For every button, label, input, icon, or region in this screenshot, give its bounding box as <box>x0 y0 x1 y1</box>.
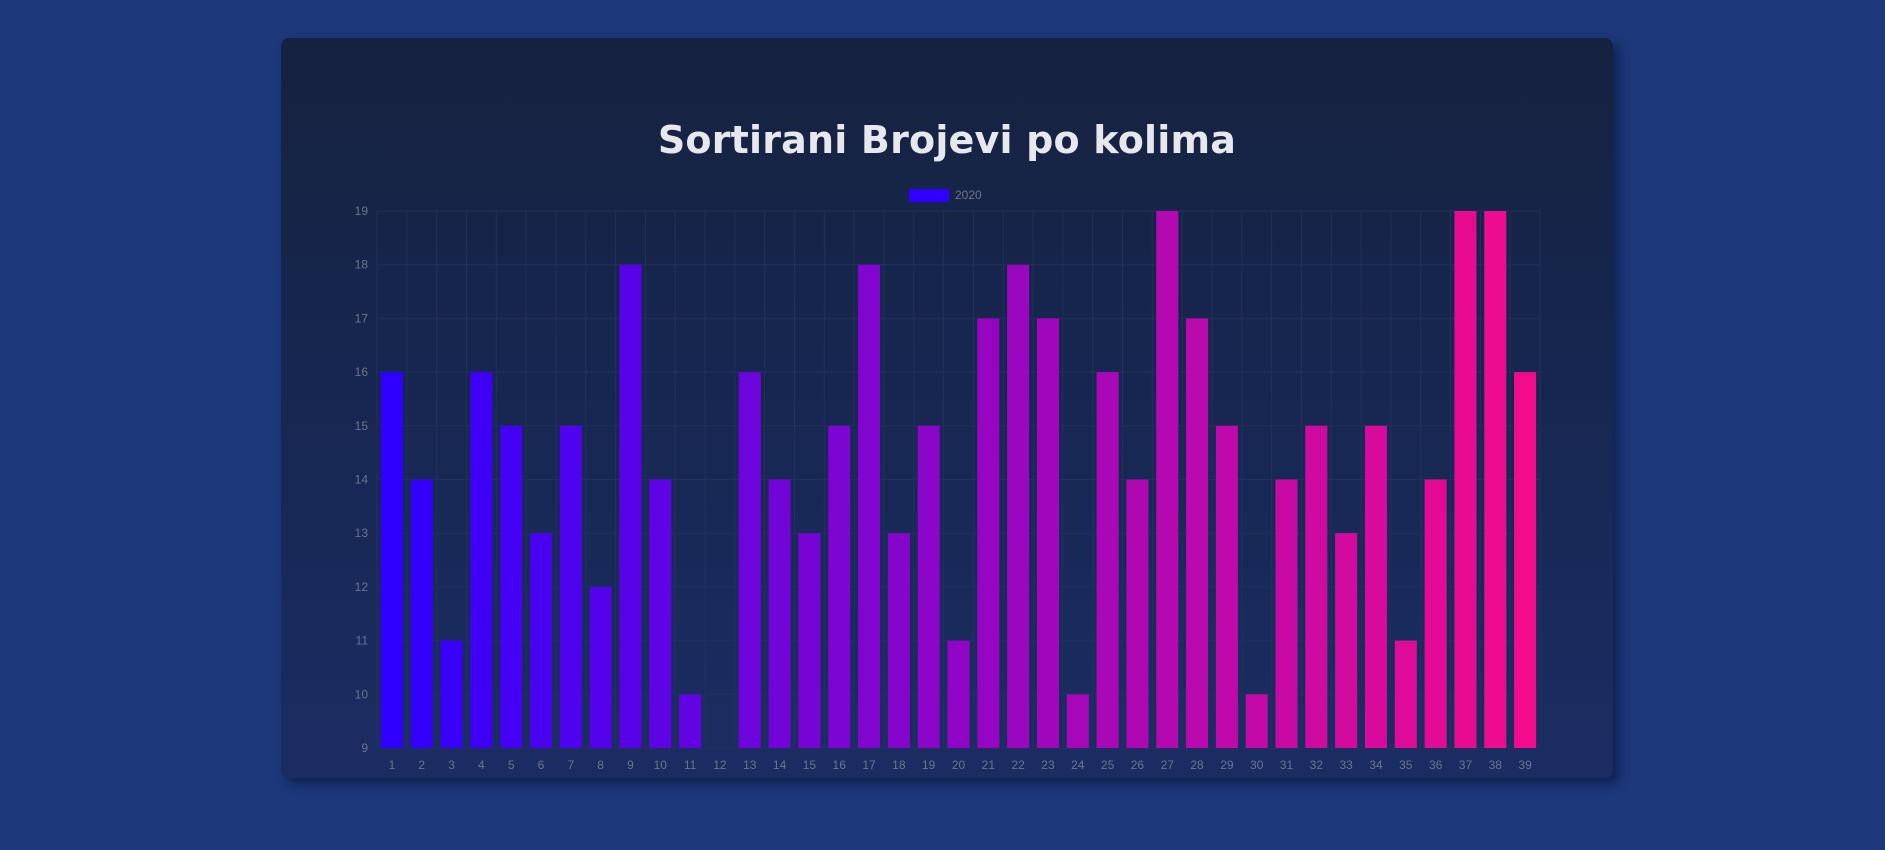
y-tick-label: 18 <box>355 258 369 272</box>
bar-35[interactable] <box>1394 640 1417 748</box>
x-tick-label: 15 <box>803 758 817 772</box>
x-tick-label: 12 <box>713 758 727 772</box>
y-tick-label: 9 <box>361 741 368 755</box>
bar-30[interactable] <box>1245 694 1268 748</box>
y-axis-tick-labels: 9 10 11 12 13 14 15 16 17 18 19 <box>355 204 369 755</box>
bar-25[interactable] <box>1096 372 1119 748</box>
bar-8[interactable] <box>589 586 612 748</box>
bar-10[interactable] <box>649 479 672 749</box>
x-tick-label: 13 <box>743 758 757 772</box>
x-tick-label: 38 <box>1489 758 1503 772</box>
x-tick-label: 36 <box>1429 758 1443 772</box>
x-tick-label: 28 <box>1190 758 1204 772</box>
bars <box>380 211 1537 749</box>
legend-label[interactable]: 2020 <box>955 188 982 202</box>
bar-7[interactable] <box>559 425 582 748</box>
bar-32[interactable] <box>1305 425 1328 748</box>
x-tick-label: 31 <box>1280 758 1294 772</box>
x-tick-label: 1 <box>389 758 396 772</box>
x-axis-tick-labels: 1 2 3 4 5 6 7 8 9 10 11 12 13 14 15 16 17 18 19 20 21 22 23 24 2… <box>389 758 1533 772</box>
bar-19[interactable] <box>917 425 940 748</box>
bar-38[interactable] <box>1484 211 1507 748</box>
x-tick-label: 39 <box>1518 758 1532 772</box>
x-tick-label: 35 <box>1399 758 1413 772</box>
x-tick-label: 17 <box>862 758 876 772</box>
y-tick-label: 13 <box>355 526 369 540</box>
x-tick-label: 27 <box>1161 758 1175 772</box>
x-tick-label: 10 <box>654 758 668 772</box>
bar-21[interactable] <box>977 318 1000 748</box>
x-tick-label: 23 <box>1041 758 1055 772</box>
bar-29[interactable] <box>1215 425 1238 748</box>
x-tick-label: 11 <box>684 758 697 772</box>
x-tick-label: 30 <box>1250 758 1264 772</box>
bar-17[interactable] <box>858 264 881 748</box>
bar-26[interactable] <box>1126 479 1149 749</box>
bar-9[interactable] <box>619 264 642 748</box>
x-tick-label: 20 <box>952 758 966 772</box>
x-tick-label: 5 <box>508 758 515 772</box>
bar-34[interactable] <box>1364 425 1388 748</box>
bar-33[interactable] <box>1335 533 1358 748</box>
x-tick-label: 34 <box>1369 758 1383 772</box>
x-tick-label: 19 <box>922 758 936 772</box>
bar-22[interactable] <box>1007 264 1030 748</box>
x-tick-label: 8 <box>597 758 604 772</box>
bar-16[interactable] <box>828 425 851 748</box>
bar-31[interactable] <box>1275 479 1298 749</box>
x-tick-label: 18 <box>892 758 906 772</box>
x-tick-label: 3 <box>448 758 455 772</box>
x-tick-label: 22 <box>1011 758 1025 772</box>
bar-24[interactable] <box>1066 694 1089 748</box>
x-tick-label: 37 <box>1459 758 1473 772</box>
x-tick-label: 7 <box>567 758 574 772</box>
bar-23[interactable] <box>1036 318 1059 748</box>
x-tick-label: 14 <box>773 758 787 772</box>
bar-13[interactable] <box>738 372 761 748</box>
x-tick-label: 21 <box>982 758 996 772</box>
bar-15[interactable] <box>798 533 821 748</box>
y-tick-label: 16 <box>355 365 369 379</box>
bar-27[interactable] <box>1156 211 1179 748</box>
x-tick-label: 25 <box>1101 758 1115 772</box>
y-tick-label: 17 <box>355 311 369 325</box>
x-tick-label: 2 <box>418 758 425 772</box>
bar-3[interactable] <box>440 640 463 748</box>
x-tick-label: 26 <box>1131 758 1145 772</box>
x-tick-label: 4 <box>478 758 485 772</box>
y-tick-label: 12 <box>355 580 369 594</box>
x-tick-label: 16 <box>833 758 847 772</box>
legend[interactable]: 2020 <box>909 188 982 202</box>
bar-28[interactable] <box>1186 318 1209 748</box>
y-tick-label: 15 <box>355 419 369 433</box>
legend-swatch[interactable] <box>909 189 949 202</box>
bar-14[interactable] <box>768 479 791 749</box>
x-tick-label: 9 <box>627 758 634 772</box>
y-tick-label: 14 <box>355 473 369 487</box>
bar-6[interactable] <box>529 533 553 748</box>
x-tick-label: 6 <box>538 758 545 772</box>
bar-20[interactable] <box>947 640 970 748</box>
bar-37[interactable] <box>1454 211 1477 748</box>
bar-5[interactable] <box>500 425 523 748</box>
y-tick-label: 19 <box>355 204 369 218</box>
bar-1[interactable] <box>380 372 403 748</box>
bar-4[interactable] <box>470 372 493 748</box>
x-tick-label: 29 <box>1220 758 1234 772</box>
bar-39[interactable] <box>1514 372 1537 748</box>
bar-2[interactable] <box>410 479 433 749</box>
x-tick-label: 33 <box>1339 758 1353 772</box>
x-tick-label: 24 <box>1071 758 1085 772</box>
bar-36[interactable] <box>1424 479 1447 749</box>
y-tick-label: 11 <box>356 634 369 648</box>
y-tick-label: 10 <box>355 687 369 701</box>
chart-title: Sortirani Brojevi po kolima <box>657 118 1237 162</box>
bar-18[interactable] <box>887 533 910 748</box>
x-tick-label: 32 <box>1310 758 1324 772</box>
bar-11[interactable] <box>679 694 702 748</box>
